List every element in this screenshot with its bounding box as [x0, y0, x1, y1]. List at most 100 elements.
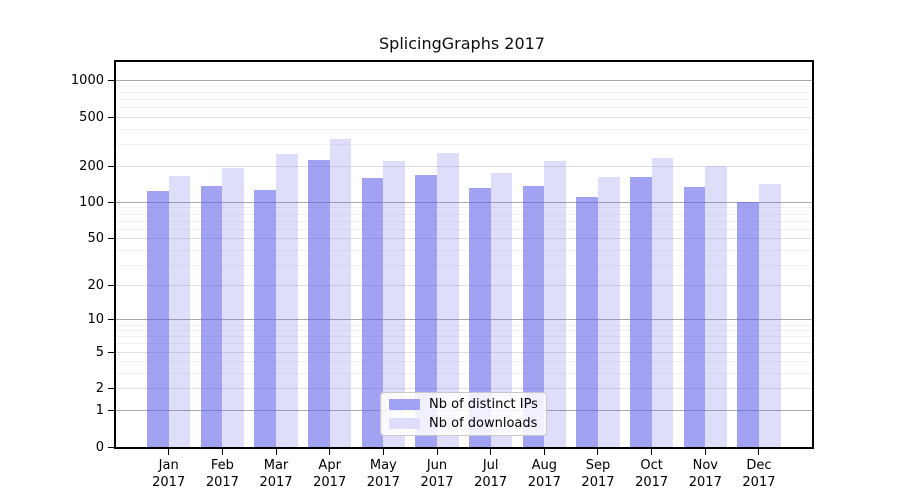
- gridline-30: [116, 264, 812, 266]
- x-tick-mark-may: [382, 449, 384, 455]
- gridline-70: [116, 220, 812, 222]
- bar-downloads-jul: [490, 172, 513, 447]
- gridline-200: [116, 165, 812, 167]
- y-tick-label-100: 100: [79, 194, 104, 210]
- chart-title: SplicingGraphs 2017: [379, 34, 545, 53]
- x-tick-mark-oct: [651, 449, 653, 455]
- y-tick-mark-50: [108, 238, 114, 240]
- bar-ips-aug: [522, 185, 545, 447]
- x-tick-month: Apr: [318, 458, 341, 473]
- x-tick-mark-jun: [436, 449, 438, 455]
- x-tick-month: Dec: [746, 458, 772, 473]
- x-tick-mark-jul: [490, 449, 492, 455]
- x-tick-month: Oct: [640, 458, 663, 473]
- legend-label-distinct-ips: Nb of distinct IPs: [429, 397, 538, 412]
- y-tick-label-20: 20: [87, 278, 104, 294]
- x-tick-mark-feb: [221, 449, 223, 455]
- bar-ips-may: [361, 178, 384, 447]
- bar-ips-dec: [737, 202, 759, 447]
- plot-area: [114, 60, 814, 449]
- y-tick-mark-100: [108, 201, 114, 203]
- x-tick-mark-apr: [329, 449, 331, 455]
- gridline-100: [116, 201, 812, 203]
- y-tick-mark-1: [108, 409, 114, 411]
- y-tick-label-1000: 1000: [70, 73, 104, 89]
- bar-ips-jul: [468, 187, 491, 447]
- bar-ips-mar: [254, 189, 276, 447]
- gridline-20: [116, 285, 812, 287]
- gridline-8: [116, 330, 812, 332]
- x-tick-label-apr: Apr 2017: [300, 457, 360, 491]
- x-tick-month: Jan: [158, 458, 179, 473]
- gridline-5: [116, 351, 812, 353]
- bar-ips-sep: [576, 196, 598, 447]
- bar-ips-nov: [683, 187, 706, 447]
- x-tick-year: 2017: [742, 475, 776, 490]
- y-tick-mark-10: [108, 319, 114, 321]
- y-tick-label-1: 1: [95, 402, 104, 418]
- y-tick-label-2: 2: [95, 381, 104, 397]
- gridline-9: [116, 324, 812, 326]
- x-tick-month: Jul: [482, 458, 499, 473]
- x-tick-year: 2017: [635, 475, 669, 490]
- x-tick-year: 2017: [152, 475, 186, 490]
- y-tick-mark-1000: [108, 80, 114, 82]
- bar-downloads-mar: [276, 153, 298, 447]
- gridline-50: [116, 238, 812, 240]
- x-tick-mark-nov: [704, 449, 706, 455]
- x-tick-month: Nov: [692, 458, 718, 473]
- x-tick-month: May: [369, 458, 397, 473]
- bar-downloads-apr: [329, 138, 352, 447]
- x-tick-year: 2017: [205, 475, 239, 490]
- y-tick-label-500: 500: [79, 110, 104, 126]
- bar-downloads-dec: [758, 184, 781, 447]
- x-tick-month: Jun: [426, 458, 448, 473]
- x-tick-month: Mar: [263, 458, 289, 473]
- x-tick-label-jan: Jan 2017: [139, 457, 199, 491]
- x-tick-month: Sep: [585, 458, 611, 473]
- x-tick-year: 2017: [527, 475, 561, 490]
- x-tick-label-may: May 2017: [353, 457, 413, 491]
- bar-ips-oct: [629, 176, 652, 447]
- gridline-700: [116, 99, 812, 101]
- gridline-2: [116, 388, 812, 390]
- gridline-3: [116, 373, 812, 375]
- x-tick-month: Aug: [531, 458, 557, 473]
- bar-ips-jun: [415, 174, 437, 447]
- legend-row-1: Nb of downloads: [389, 416, 538, 431]
- bar-ips-jan: [147, 191, 169, 447]
- x-tick-label-jun: Jun 2017: [407, 457, 467, 491]
- bar-downloads-sep: [597, 177, 620, 447]
- x-tick-label-nov: Nov 2017: [675, 457, 735, 491]
- y-tick-mark-20: [108, 285, 114, 287]
- y-tick-mark-2: [108, 388, 114, 390]
- legend-label-downloads: Nb of downloads: [429, 416, 538, 431]
- gridline-60: [116, 228, 812, 230]
- gridline-400: [116, 128, 812, 130]
- gridline-4: [116, 361, 812, 363]
- y-tick-mark-200: [108, 165, 114, 167]
- gridline-300: [116, 144, 812, 146]
- bar-downloads-may: [383, 160, 406, 447]
- bar-downloads-nov: [705, 165, 727, 447]
- x-tick-label-jul: Jul 2017: [461, 457, 521, 491]
- x-tick-year: 2017: [420, 475, 454, 490]
- y-tick-mark-0: [108, 446, 114, 448]
- bar-ips-feb: [200, 186, 223, 447]
- x-tick-year: 2017: [581, 475, 615, 490]
- x-tick-mark-sep: [597, 449, 599, 455]
- bar-downloads-feb: [222, 167, 245, 447]
- x-tick-mark-jan: [168, 449, 170, 455]
- x-tick-year: 2017: [259, 475, 293, 490]
- x-tick-year: 2017: [366, 475, 400, 490]
- bar-downloads-oct: [651, 158, 674, 447]
- gridline-7: [116, 336, 812, 338]
- gridline-6: [116, 343, 812, 345]
- y-tick-mark-5: [108, 351, 114, 353]
- legend-row-0: Nb of distinct IPs: [389, 397, 538, 412]
- gridline-900: [116, 86, 812, 88]
- gridline-800: [116, 92, 812, 94]
- legend: Nb of distinct IPs Nb of downloads: [380, 392, 547, 436]
- legend-swatch-distinct-ips: [389, 399, 420, 410]
